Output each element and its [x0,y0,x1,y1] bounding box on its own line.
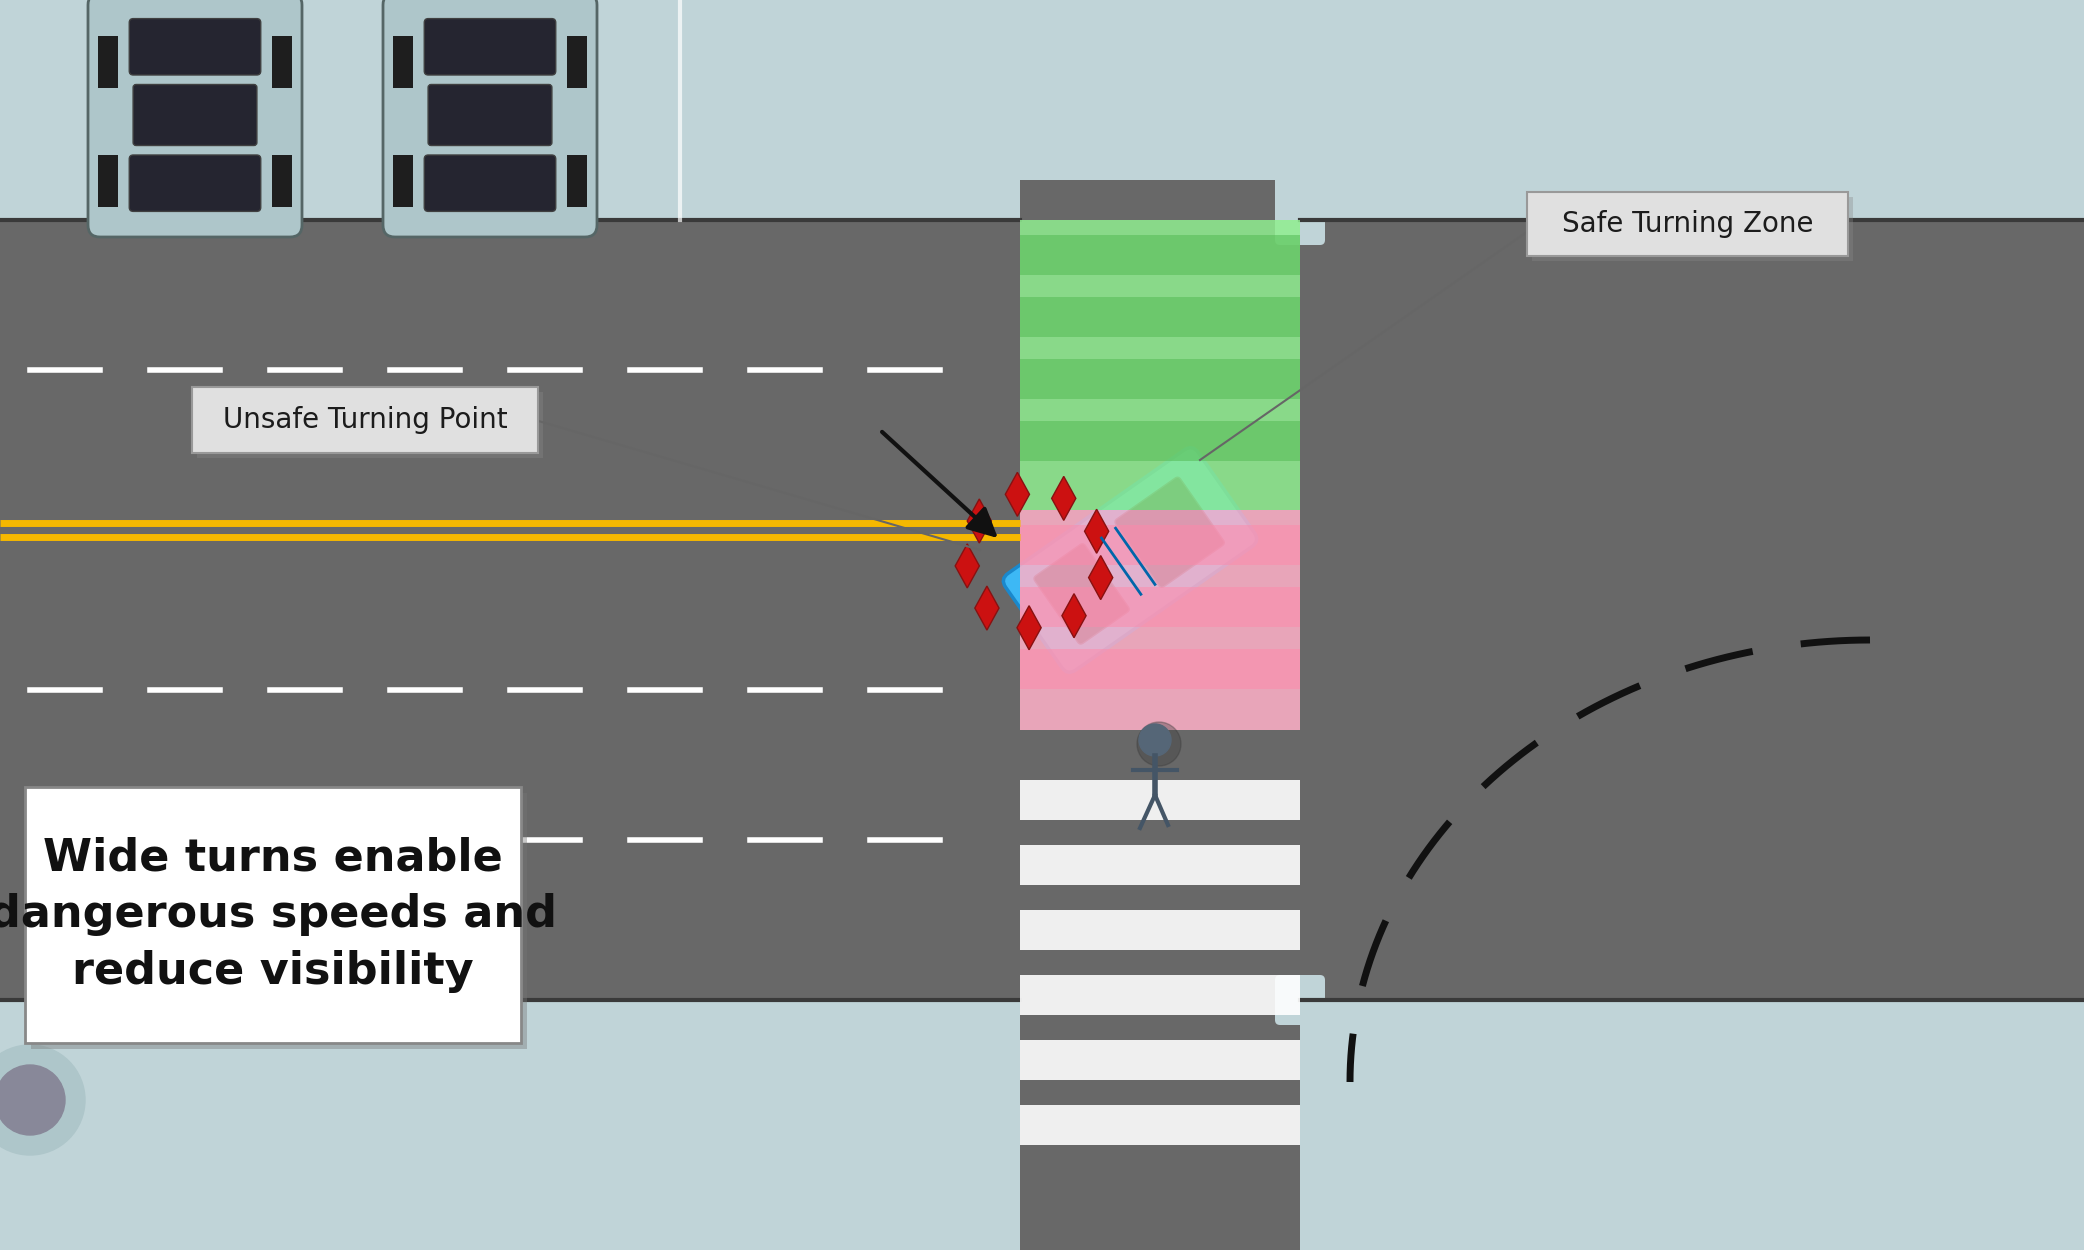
FancyBboxPatch shape [427,85,552,145]
Bar [273,36,292,88]
Bar [0,1000,1019,1250]
Bar [98,155,119,206]
Bar [1019,421,1300,461]
Bar [1019,910,1300,950]
FancyBboxPatch shape [129,19,260,75]
Bar [1019,975,1300,1015]
FancyBboxPatch shape [383,0,596,238]
Bar [0,0,1019,220]
Polygon shape [1004,472,1029,516]
Bar [1019,1040,1300,1080]
Bar [1300,1000,2084,1250]
FancyBboxPatch shape [1034,544,1130,644]
Polygon shape [1052,476,1075,520]
FancyBboxPatch shape [31,792,527,1049]
Bar [567,36,588,88]
Polygon shape [975,586,998,630]
Bar [1019,220,1300,510]
Circle shape [1140,724,1171,756]
FancyBboxPatch shape [192,388,538,452]
Text: Safe Turning Zone: Safe Turning Zone [1561,210,1813,238]
Bar [98,36,119,88]
Polygon shape [1084,509,1109,554]
Text: Wide turns enable
dangerous speeds and
reduce visibility: Wide turns enable dangerous speeds and r… [0,838,556,992]
FancyBboxPatch shape [198,392,544,458]
FancyBboxPatch shape [1002,448,1257,672]
Text: Unsafe Turning Point: Unsafe Turning Point [223,406,506,434]
FancyBboxPatch shape [88,0,302,238]
FancyBboxPatch shape [25,788,521,1042]
Bar [1019,780,1300,820]
Polygon shape [967,499,992,542]
FancyBboxPatch shape [1275,975,1325,1025]
Circle shape [1138,722,1182,766]
Bar [1019,845,1300,885]
Bar [1019,510,1300,730]
Polygon shape [1088,555,1113,600]
Circle shape [0,1045,85,1155]
FancyBboxPatch shape [425,19,556,75]
Bar [1019,235,1300,275]
FancyBboxPatch shape [1532,198,1853,261]
FancyBboxPatch shape [129,155,260,211]
FancyBboxPatch shape [1528,192,1849,256]
Bar [273,155,292,206]
FancyBboxPatch shape [1275,175,1325,245]
Bar [1019,1105,1300,1145]
FancyBboxPatch shape [133,85,256,145]
Polygon shape [954,544,979,588]
Bar [1019,588,1300,628]
Circle shape [0,1065,65,1135]
Bar [1019,359,1300,399]
Bar [394,36,413,88]
FancyBboxPatch shape [425,155,556,211]
Bar [1019,649,1300,689]
Polygon shape [1063,594,1086,638]
Bar [1019,525,1300,565]
Bar [1019,298,1300,338]
Polygon shape [1017,606,1042,650]
FancyBboxPatch shape [1115,478,1223,588]
Bar [567,155,588,206]
Bar [394,155,413,206]
Polygon shape [1019,0,2084,220]
Bar [1300,0,2084,220]
